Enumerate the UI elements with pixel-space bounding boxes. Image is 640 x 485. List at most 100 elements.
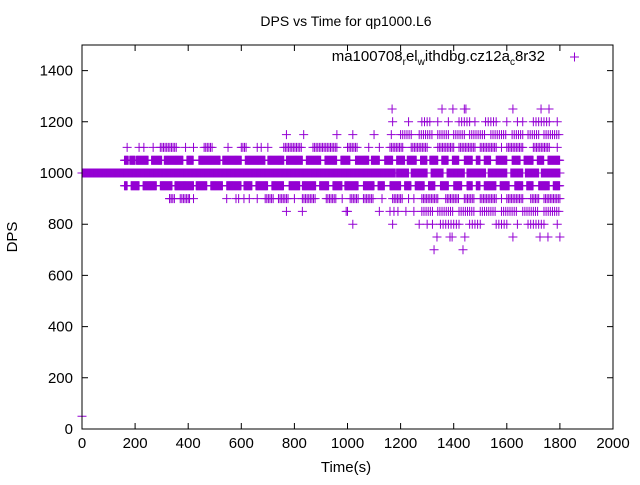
data-point: [165, 194, 175, 204]
y-tick-label: 0: [65, 421, 73, 438]
data-point: [406, 130, 416, 140]
data-point: [552, 219, 562, 229]
data-point: [281, 130, 291, 140]
data-point: [207, 142, 217, 152]
data-point: [374, 142, 384, 152]
x-tick-label: 0: [78, 435, 86, 452]
x-tick-label: 1000: [331, 435, 364, 452]
data-point: [263, 142, 273, 152]
data-point: [518, 117, 528, 127]
data-point: [244, 194, 254, 204]
data-point: [544, 117, 554, 127]
data-point: [470, 117, 480, 127]
y-tick-label: 1000: [40, 165, 73, 182]
data-point: [508, 232, 518, 242]
data-point: [502, 219, 512, 229]
legend-label-segment: 8r32: [515, 48, 545, 65]
data-point: [552, 117, 562, 127]
x-tick-label: 1200: [384, 435, 417, 452]
legend-label-segment: ma100708: [332, 48, 403, 65]
x-tick-label: 400: [176, 435, 201, 452]
data-point: [310, 194, 320, 204]
y-tick-label: 200: [48, 370, 73, 387]
data-point: [429, 245, 439, 255]
y-tick-label: 1400: [40, 63, 73, 80]
data-point: [122, 142, 132, 152]
data-point: [461, 104, 471, 114]
data-point: [252, 194, 262, 204]
data-point: [543, 232, 553, 242]
data-point: [337, 194, 347, 204]
data-point: [475, 219, 485, 229]
data-point: [148, 142, 158, 152]
data-point: [491, 117, 501, 127]
data-point: [348, 219, 358, 229]
data-point: [544, 142, 554, 152]
data-point: [460, 232, 470, 242]
x-axis-label: Time(s): [321, 459, 371, 476]
data-point: [502, 117, 512, 127]
data-point: [508, 104, 518, 114]
legend: ma100708relwithdbg.cz12ac8r32: [332, 48, 579, 68]
data-point: [222, 194, 232, 204]
data-point: [299, 130, 309, 140]
data-point: [536, 104, 546, 114]
data-point: [414, 219, 424, 229]
legend-label-segment: ithdbg.cz12a: [425, 48, 511, 65]
data-point: [401, 206, 411, 216]
data-point: [189, 142, 199, 152]
data-point: [332, 142, 342, 152]
data-point: [448, 104, 458, 114]
legend-label-segment: el: [406, 48, 418, 65]
data-point: [296, 142, 306, 152]
y-tick-label: 800: [48, 216, 73, 233]
data-point: [281, 206, 291, 216]
data-point: [518, 194, 528, 204]
data-point: [343, 206, 352, 216]
y-axis-label: DPS: [4, 222, 21, 253]
axis-ticks: 0 200 400 600 800 1000 1200 1400 1600 1800 2000 0 20…: [40, 45, 630, 452]
data-point: [496, 194, 506, 204]
data-point: [332, 130, 342, 140]
data-point: [554, 206, 564, 216]
data-point: [388, 117, 398, 127]
data-point: [437, 104, 447, 114]
data-point: [454, 219, 464, 229]
legend-marker-plus-icon: [570, 52, 579, 62]
x-tick-label: 200: [123, 435, 148, 452]
data-point: [139, 142, 149, 152]
data-point: [297, 206, 307, 216]
x-tick-label: 2000: [596, 435, 629, 452]
chart-title: DPS vs Time for qp1000.L6: [260, 13, 431, 29]
data-point: [433, 117, 443, 127]
data-point: [554, 130, 564, 140]
data-point: [496, 142, 506, 152]
data-point: [368, 194, 378, 204]
x-tick-label: 600: [229, 435, 254, 452]
data-point: [555, 155, 565, 165]
data-point: [223, 142, 233, 152]
data-point: [348, 130, 358, 140]
data-point: [555, 232, 565, 242]
data-point: [189, 194, 199, 204]
plot-border: [81, 44, 614, 430]
data-point: [388, 219, 398, 229]
data-point: [364, 142, 374, 152]
data-point: [518, 142, 528, 152]
data-point: [512, 219, 522, 229]
legend-label-segment: r: [403, 57, 407, 68]
data-point: [458, 245, 468, 255]
data-point: [555, 181, 565, 191]
legend-label-segment: w: [417, 57, 426, 68]
data-point: [539, 219, 549, 229]
x-tick-label: 1400: [437, 435, 470, 452]
x-tick-label: 1600: [490, 435, 523, 452]
data-point: [432, 232, 442, 242]
data-point: [377, 194, 387, 204]
data-point: [289, 194, 299, 204]
data-point: [535, 232, 545, 242]
data-point: [422, 142, 432, 152]
y-tick-label: 400: [48, 319, 73, 336]
data-point: [544, 104, 554, 114]
